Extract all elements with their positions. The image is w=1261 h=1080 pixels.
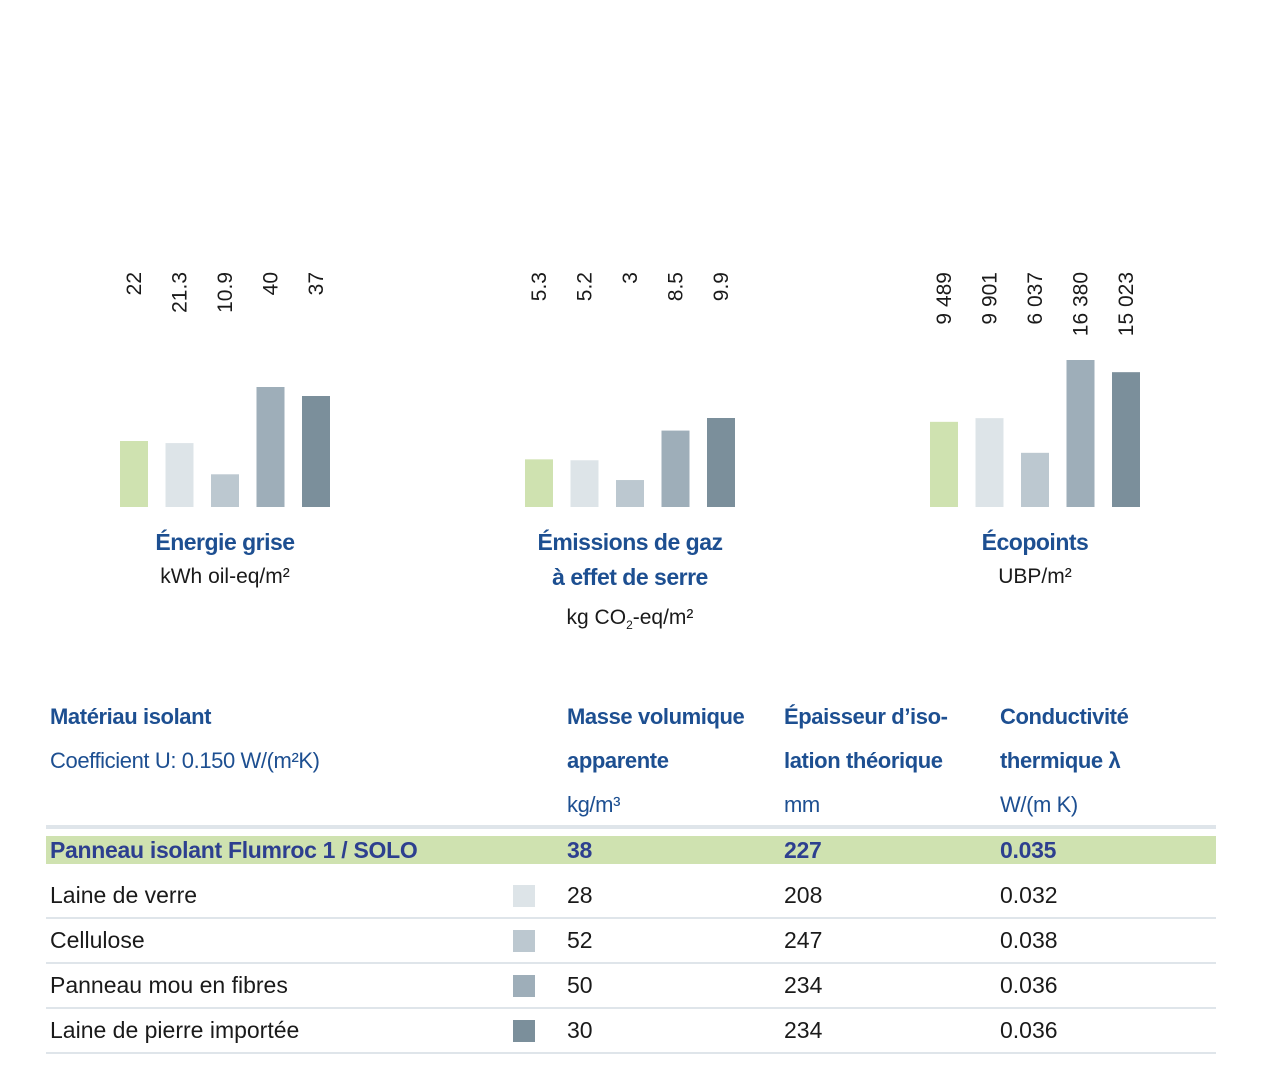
header-lambda-unit: W/(m K) [1000, 792, 1078, 817]
data-label-2: 5.2 [574, 272, 597, 301]
bar-2 [975, 418, 1004, 507]
bar-5 [302, 396, 330, 507]
row-name: Panneau isolant Flumroc 1 / SOLO [50, 837, 418, 863]
bar-5 [707, 418, 735, 507]
row-lambda: 0.038 [1000, 927, 1058, 953]
table-row: Laine de verre 28 208 0.032 [46, 873, 1216, 919]
bar-3 [211, 474, 239, 507]
data-label-1: 22 [123, 272, 146, 295]
data-label-1: 5.3 [528, 272, 551, 301]
legend-swatch [513, 975, 535, 997]
header-thickness-line1: Épaisseur d’iso- [784, 704, 948, 729]
data-label-2: 21.3 [169, 272, 192, 313]
data-label-3: 6 037 [1024, 272, 1047, 325]
bar-5 [1112, 372, 1140, 507]
header-divider [46, 825, 1216, 829]
bar-2 [570, 460, 599, 507]
unit-subscript: 2 [626, 618, 633, 633]
header-lambda-line2: thermique λ [1000, 748, 1121, 773]
chart-title: Énergie grise [155, 529, 295, 555]
header-thickness-line2: lation théorique [784, 748, 943, 773]
chart-emissions-gaz: 5.3 5.2 3 8.5 9.9 Émissions de gaz à effet d… [500, 270, 760, 650]
data-label-1: 9 489 [933, 272, 956, 325]
bar-1 [525, 459, 553, 507]
data-label-2: 9 901 [979, 272, 1002, 325]
unit-prefix: kg CO [566, 606, 627, 629]
header-material-title: Matériau isolant [50, 704, 212, 729]
chart-title-line2: à effet de serre [552, 564, 708, 590]
row-thickness: 208 [784, 882, 823, 908]
chart-title-line1: Émissions de gaz [537, 529, 723, 555]
data-label-4: 16 380 [1070, 272, 1093, 336]
bars-energie-grise: 22 21.3 10.9 40 37 [120, 272, 330, 507]
row-name: Laine de verre [50, 882, 198, 908]
row-mass: 52 [567, 927, 593, 953]
bars-emissions-gaz: 5.3 5.2 3 8.5 9.9 [525, 272, 735, 507]
bar-4 [256, 387, 285, 507]
bar-1 [930, 421, 958, 507]
chart-title: Écopoints [981, 529, 1089, 555]
header-mass-unit: kg/m³ [567, 792, 621, 817]
bar-3 [616, 480, 644, 507]
header-thickness: Épaisseur d’iso- lation théorique mm [784, 695, 948, 827]
chart-unit: UBP/m² [998, 565, 1072, 588]
row-name: Panneau mou en fibres [50, 972, 288, 998]
data-label-5: 37 [305, 272, 328, 295]
row-name: Cellulose [50, 927, 145, 953]
row-thickness: 227 [784, 837, 822, 863]
row-lambda: 0.035 [1000, 837, 1057, 863]
legend-swatch [513, 885, 535, 907]
row-lambda: 0.032 [1000, 882, 1058, 908]
legend-swatch [513, 930, 535, 952]
data-label-5: 9.9 [710, 272, 733, 301]
bars-ecopoints: 9 489 9 901 6 037 16 380 15 023 [930, 272, 1140, 507]
data-label-4: 8.5 [665, 272, 688, 301]
row-mass: 50 [567, 972, 593, 998]
data-label-3: 10.9 [214, 272, 237, 313]
chart-ecopoints: 9 489 9 901 6 037 16 380 15 023 Écopoints UB… [905, 270, 1165, 650]
row-thickness: 234 [784, 972, 823, 998]
row-thickness: 247 [784, 927, 823, 953]
header-material: Matériau isolant Coefficient U: 0.150 W/… [50, 695, 320, 783]
bar-4 [1066, 360, 1095, 507]
table-row-flumroc: Panneau isolant Flumroc 1 / SOLO 38 227 … [46, 836, 1216, 864]
table-row: Panneau mou en fibres 50 234 0.036 [46, 963, 1216, 1009]
row-lambda: 0.036 [1000, 1017, 1058, 1043]
row-mass: 28 [567, 882, 593, 908]
row-name: Laine de pierre importée [50, 1017, 300, 1043]
header-lambda: Conductivité thermique λ W/(m K) [1000, 695, 1129, 827]
header-thickness-unit: mm [784, 792, 820, 817]
bar-4 [661, 430, 690, 507]
table-header: Matériau isolant Coefficient U: 0.150 W/… [46, 695, 1216, 825]
row-lambda: 0.036 [1000, 972, 1058, 998]
header-mass-line1: Masse volumique [567, 704, 745, 729]
row-mass: 38 [567, 837, 592, 863]
header-lambda-line1: Conductivité [1000, 704, 1129, 729]
unit-suffix: -eq/m² [632, 606, 694, 629]
bar-2 [165, 443, 194, 507]
data-label-4: 40 [260, 272, 283, 295]
header-mass-line2: apparente [567, 748, 669, 773]
header-mass: Masse volumique apparente kg/m³ [567, 695, 745, 827]
chart-unit: kg CO2-eq/m² [500, 603, 760, 640]
chart-unit: kWh oil-eq/m² [160, 565, 290, 588]
legend-swatch [513, 1020, 535, 1042]
data-label-5: 15 023 [1115, 272, 1138, 336]
header-material-subtitle: Coefficient U: 0.150 W/(m²K) [50, 748, 320, 773]
bar-3 [1021, 452, 1049, 507]
chart-energie-grise: 22 21.3 10.9 40 37 Énergie grise kWh oil-eq/… [95, 270, 355, 650]
row-mass: 30 [567, 1017, 593, 1043]
table-row: Laine de pierre importée 30 234 0.036 [46, 1008, 1216, 1054]
data-label-3: 3 [619, 272, 642, 284]
bar-1 [120, 441, 148, 507]
table-row: Cellulose 52 247 0.038 [46, 918, 1216, 964]
materials-table: Matériau isolant Coefficient U: 0.150 W/… [46, 695, 1216, 1054]
row-thickness: 234 [784, 1017, 823, 1043]
